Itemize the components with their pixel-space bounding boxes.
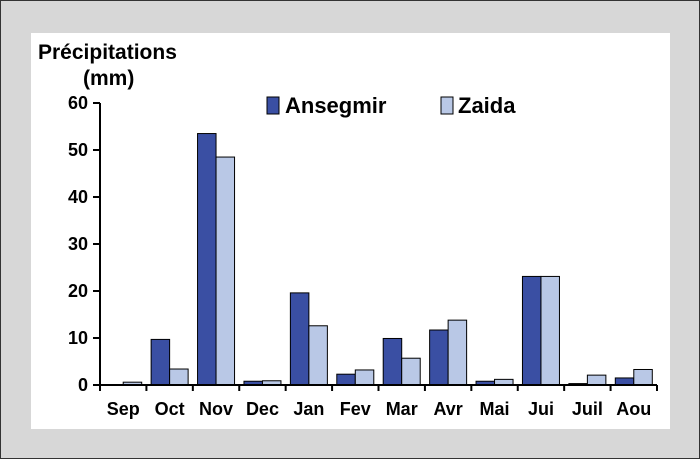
bar-zaida-fev [354, 369, 375, 386]
y-tick-label: 20 [68, 281, 88, 301]
bar-ansegmir-mar [382, 337, 403, 386]
x-tick-label: Sep [107, 399, 140, 419]
bar-ansegmir-aou [614, 377, 635, 386]
x-tick-label: Avr [433, 399, 462, 419]
bar-ansegmir-oct [150, 338, 171, 386]
bar-zaida-nov [215, 156, 236, 386]
chart-panel: Précipitations (mm) Ansegmir Zaida 0 10 20… [31, 33, 670, 429]
bar-zaida-juil [586, 374, 607, 386]
bar-ansegmir-jan [289, 292, 310, 386]
legend-label-ansegmir: Ansegmir [285, 93, 387, 118]
y-tick-label: 40 [68, 187, 88, 207]
legend-label-zaida: Zaida [458, 93, 516, 118]
bar-zaida-aou [633, 368, 653, 386]
plot-area: 0 10 20 30 40 50 60 Sep Oct Nov Dec Jan Fev Mar Avr Mai… [68, 93, 658, 419]
legend-swatch-zaida [440, 96, 454, 115]
legend-swatch-ansegmir [266, 96, 280, 115]
bar-zaida-avr [447, 319, 468, 386]
y-axis-title-line2: (mm) [83, 67, 134, 90]
bar-zaida-oct [169, 368, 189, 386]
bar-ansegmir-jui [521, 275, 542, 386]
x-tick-label: Jan [293, 399, 324, 419]
y-tick-label: 60 [68, 93, 88, 113]
x-tick-label: Fev [340, 399, 371, 419]
x-tick-label: Mar [386, 399, 418, 419]
bar-zaida-mar [401, 357, 421, 386]
y-tick-label: 10 [68, 328, 88, 348]
x-tick-label: Oct [155, 399, 185, 419]
x-tick-label: Jui [528, 399, 554, 419]
bar-ansegmir-fev [336, 373, 356, 386]
y-tick-label: 30 [68, 234, 88, 254]
x-tick-label: Mai [480, 399, 510, 419]
bar-ansegmir-nov [197, 133, 217, 386]
precipitation-bar-chart: Précipitations (mm) Ansegmir Zaida 0 10 20… [38, 41, 658, 419]
legend: Ansegmir Zaida [266, 93, 516, 118]
y-tick-label: 50 [68, 140, 88, 160]
bar-ansegmir-avr [429, 329, 449, 386]
y-axis-title-line1: Précipitations [38, 41, 177, 64]
x-tick-label: Nov [199, 399, 233, 419]
x-tick-label: Dec [246, 399, 279, 419]
y-tick-label: 0 [78, 375, 88, 395]
x-tick-label: Juil [572, 399, 603, 419]
bar-zaida-jui [540, 275, 560, 386]
x-tick-label: Aou [616, 399, 651, 419]
bar-zaida-jan [308, 325, 328, 386]
